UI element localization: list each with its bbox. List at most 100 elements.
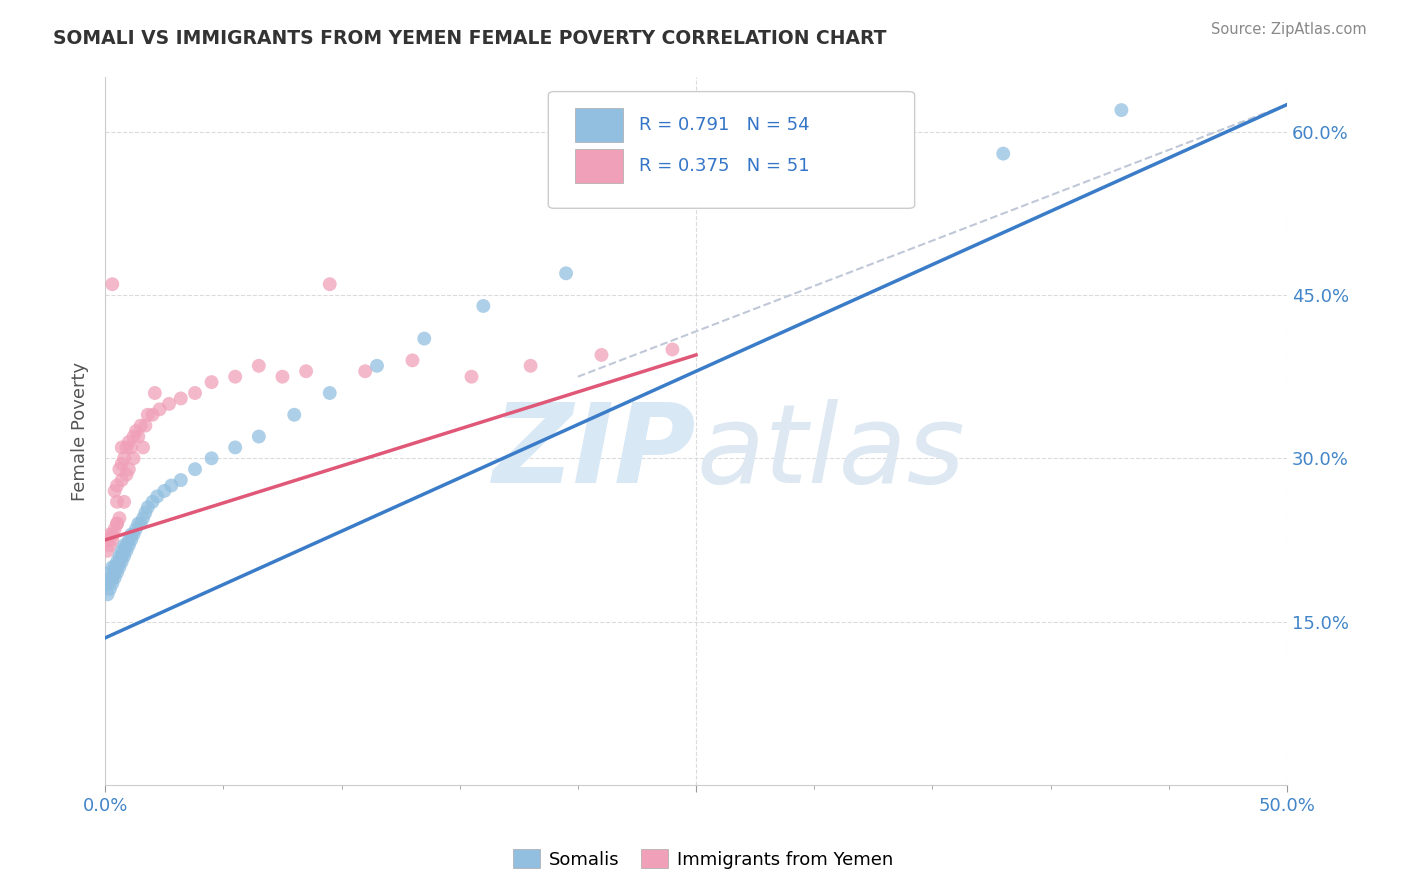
Point [354, 364, 377, 378]
Point [104, 522, 127, 536]
Text: R = 0.375   N = 51: R = 0.375 N = 51 [640, 157, 810, 175]
Text: Source: ZipAtlas.com: Source: ZipAtlas.com [1211, 22, 1367, 37]
Point [413, 332, 436, 346]
Point [104, 571, 127, 585]
Point [200, 375, 222, 389]
Point [247, 429, 270, 443]
Point [97, 533, 120, 547]
Point [115, 441, 138, 455]
Point [143, 386, 166, 401]
Point [1111, 103, 1133, 117]
Point [127, 429, 149, 443]
Point [97, 576, 120, 591]
Point [460, 369, 482, 384]
Point [132, 441, 155, 455]
Point [97, 587, 120, 601]
Point [283, 408, 305, 422]
Point [271, 369, 294, 384]
Text: atlas: atlas [696, 399, 965, 506]
Point [319, 277, 342, 292]
Point [112, 538, 135, 552]
Point [134, 506, 156, 520]
Point [101, 277, 124, 292]
Point [112, 543, 135, 558]
Point [108, 462, 131, 476]
Point [105, 516, 128, 531]
Point [136, 408, 159, 422]
FancyBboxPatch shape [548, 92, 915, 209]
Point [105, 516, 128, 531]
Point [129, 516, 152, 531]
Point [98, 571, 121, 585]
Point [98, 582, 121, 596]
Point [98, 527, 121, 541]
Point [122, 429, 145, 443]
Point [120, 533, 142, 547]
Legend: Somalis, Immigrants from Yemen: Somalis, Immigrants from Yemen [505, 842, 901, 876]
Point [132, 511, 155, 525]
Point [224, 441, 246, 455]
Point [122, 527, 145, 541]
Point [112, 451, 135, 466]
Point [170, 473, 193, 487]
Point [104, 566, 127, 580]
Point [184, 462, 207, 476]
Point [112, 495, 135, 509]
Point [247, 359, 270, 373]
Point [101, 533, 124, 547]
Point [127, 516, 149, 531]
Point [200, 451, 222, 466]
Point [134, 418, 156, 433]
Point [101, 576, 124, 591]
Point [104, 483, 127, 498]
Point [108, 560, 131, 574]
Text: SOMALI VS IMMIGRANTS FROM YEMEN FEMALE POVERTY CORRELATION CHART: SOMALI VS IMMIGRANTS FROM YEMEN FEMALE P… [53, 29, 887, 48]
Point [125, 522, 148, 536]
Point [118, 538, 141, 552]
Point [108, 555, 131, 569]
Point [591, 348, 613, 362]
Point [472, 299, 495, 313]
Point [160, 478, 183, 492]
Point [993, 146, 1015, 161]
Point [105, 495, 128, 509]
Point [118, 533, 141, 547]
Point [366, 359, 388, 373]
Point [115, 543, 138, 558]
Point [157, 397, 180, 411]
Point [115, 538, 138, 552]
Point [105, 478, 128, 492]
Point [146, 489, 169, 503]
Point [111, 549, 134, 564]
Point [108, 549, 131, 564]
Point [111, 555, 134, 569]
Point [141, 495, 163, 509]
Point [170, 392, 193, 406]
Point [98, 566, 121, 580]
Point [136, 500, 159, 515]
Point [184, 386, 207, 401]
Point [118, 462, 141, 476]
FancyBboxPatch shape [575, 149, 623, 183]
Point [779, 174, 801, 188]
Point [111, 473, 134, 487]
Text: ZIP: ZIP [492, 399, 696, 506]
Point [98, 538, 121, 552]
Point [111, 457, 134, 471]
Point [661, 343, 683, 357]
Y-axis label: Female Poverty: Female Poverty [72, 361, 89, 500]
Point [295, 364, 318, 378]
Point [224, 369, 246, 384]
Point [122, 451, 145, 466]
Point [118, 434, 141, 449]
FancyBboxPatch shape [575, 108, 623, 142]
Point [111, 543, 134, 558]
Point [120, 441, 142, 455]
Point [111, 441, 134, 455]
Point [104, 560, 127, 574]
Point [120, 527, 142, 541]
Point [108, 511, 131, 525]
Point [148, 402, 170, 417]
Point [97, 543, 120, 558]
Point [141, 408, 163, 422]
